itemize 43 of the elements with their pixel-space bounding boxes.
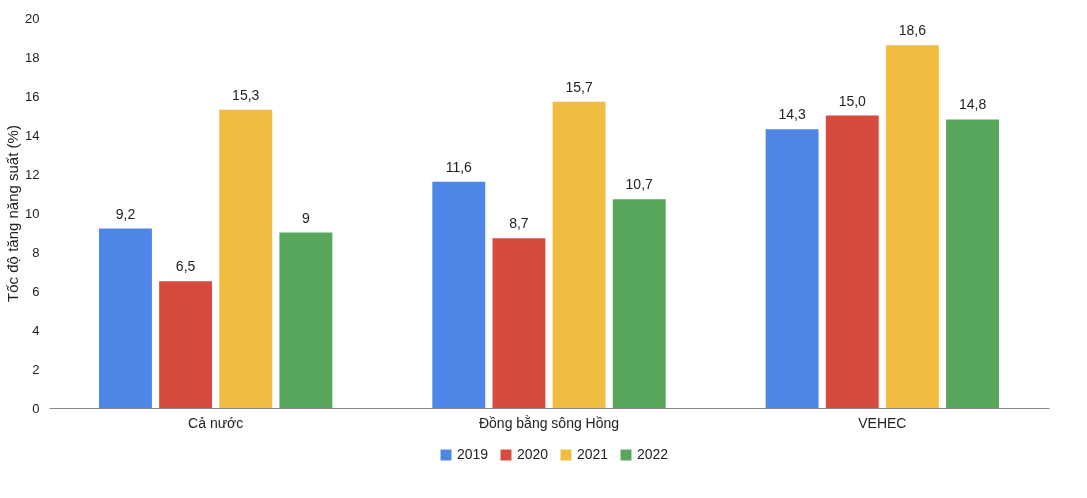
y-tick-label: 2 <box>32 361 40 377</box>
data-label: 18,6 <box>898 22 927 39</box>
bar <box>99 228 152 408</box>
y-tick-label: 20 <box>25 10 40 26</box>
bar <box>492 238 546 408</box>
data-label: 9,2 <box>115 205 136 222</box>
y-tick-label: 4 <box>32 322 40 338</box>
bar <box>432 181 486 408</box>
bar <box>279 232 333 408</box>
y-tick-label: 16 <box>25 88 40 104</box>
data-label: 14,3 <box>778 106 806 123</box>
bar <box>765 129 819 408</box>
data-label: 15,3 <box>232 86 260 103</box>
legend-label: 2021 <box>577 446 609 462</box>
y-tick-label: 10 <box>25 205 40 221</box>
data-label: 10,7 <box>625 176 654 193</box>
legend-label: 2020 <box>517 446 549 462</box>
bar <box>825 115 879 408</box>
y-tick-label: 18 <box>25 49 40 65</box>
bar <box>885 45 939 408</box>
data-label: 14,8 <box>958 96 987 113</box>
legend-label: 2022 <box>637 446 669 462</box>
data-label: 9 <box>301 209 310 226</box>
x-tick-label: Cả nước <box>188 414 244 431</box>
y-axis-title: Tốc độ tăng năng suất (%) <box>4 125 22 302</box>
y-tick-label: 12 <box>25 166 40 182</box>
bar <box>159 281 213 408</box>
y-tick-label: 0 <box>32 400 40 416</box>
bar <box>612 199 666 408</box>
data-label: 15,7 <box>565 78 593 95</box>
data-label: 15,0 <box>838 92 867 109</box>
bar <box>946 119 999 408</box>
bar <box>552 101 606 408</box>
legend-label: 2019 <box>457 446 489 462</box>
y-tick-label: 8 <box>32 244 40 260</box>
y-tick-label: 6 <box>32 283 40 299</box>
y-tick-label: 14 <box>25 127 40 143</box>
data-label: 8,7 <box>509 215 529 232</box>
data-label: 6,5 <box>175 258 196 275</box>
x-tick-label: Đồng bằng sông Hồng <box>478 414 620 431</box>
data-label: 11,6 <box>445 158 473 175</box>
x-tick-label: VEHEC <box>858 414 907 431</box>
bar <box>219 109 273 408</box>
